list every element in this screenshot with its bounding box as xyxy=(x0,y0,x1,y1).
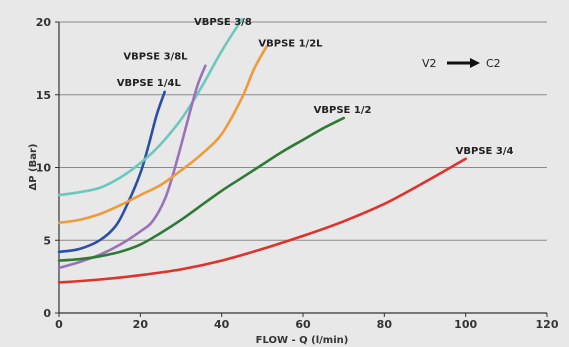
axes xyxy=(55,21,548,317)
series-line-vbpse-1-2 xyxy=(57,116,345,262)
series-line-vbpse-3-8 xyxy=(57,17,244,197)
series-line-vbpse-3-4 xyxy=(57,157,467,284)
series-line-vbpse-1-2l xyxy=(57,45,268,225)
x-tick-label: 60 xyxy=(295,318,311,331)
x-tick-label: 100 xyxy=(454,318,477,331)
y-tick-label: 0 xyxy=(43,307,51,320)
y-tick-label: 5 xyxy=(43,234,51,247)
annotation-from: V2 xyxy=(422,57,437,70)
tick-labels: 0 20 40 60 80 100 120 0 5 10 15 20 xyxy=(36,16,559,331)
annotation-to: C2 xyxy=(486,57,501,70)
series-label-vbpse-3-4: VBPSE 3/4 xyxy=(456,146,514,157)
x-tick-label: 40 xyxy=(214,318,230,331)
series-label-vbpse-1-4l: VBPSE 1/4L xyxy=(117,78,182,89)
y-tick-label: 15 xyxy=(36,89,51,102)
flow-direction-annotation: V2 C2 xyxy=(422,57,501,70)
x-tick-label: 20 xyxy=(133,318,149,331)
series-label-vbpse-1-2: VBPSE 1/2 xyxy=(314,105,372,116)
y-tick-label: 20 xyxy=(36,16,52,29)
right-arrow-icon xyxy=(470,58,480,68)
x-axis-title: FLOW - Q (l/min) xyxy=(256,335,349,346)
series-label-vbpse-3-8l: VBPSE 3/8L xyxy=(123,52,188,63)
series-label-vbpse-1-2l: VBPSE 1/2L xyxy=(258,39,323,50)
series-label-vbpse-3-8: VBPSE 3/8 xyxy=(194,17,252,28)
gridlines xyxy=(59,21,547,241)
x-tick-label: 80 xyxy=(377,318,393,331)
y-tick-label: 10 xyxy=(36,162,52,175)
series-labels: VBPSE 1/4L VBPSE 3/8 VBPSE 3/8L VBPSE 1/2L V… xyxy=(117,17,514,157)
x-tick-label: 120 xyxy=(536,318,559,331)
x-tick-label: 0 xyxy=(55,318,63,331)
series-lines xyxy=(57,17,467,284)
y-axis-title: ΔP (Bar) xyxy=(28,144,39,191)
